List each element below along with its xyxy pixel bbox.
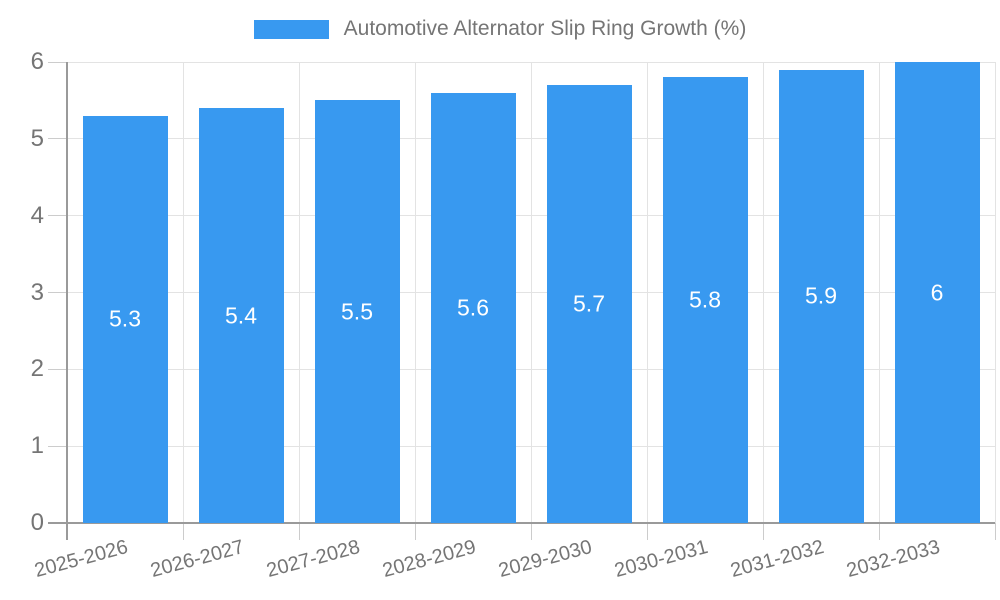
y-axis-tick — [48, 61, 67, 63]
x-tick-label: 2026-2027 — [148, 536, 247, 583]
x-axis-tick — [762, 523, 764, 540]
x-axis-tick — [414, 523, 416, 540]
bar[interactable] — [82, 115, 168, 523]
y-tick-label: 2 — [30, 355, 44, 383]
x-axis-tick — [530, 523, 532, 540]
x-axis-tick — [646, 523, 648, 540]
x-axis-line — [48, 522, 995, 524]
x-gridline — [414, 62, 416, 523]
bar[interactable] — [662, 77, 748, 523]
x-axis-tick — [298, 523, 300, 540]
x-tick-label: 2032-2033 — [844, 536, 943, 583]
bar-value-label: 5.7 — [573, 290, 605, 317]
x-tick-label: 2025-2026 — [32, 536, 131, 583]
x-tick-label: 2027-2028 — [264, 536, 363, 583]
x-tick-label: 2028-2029 — [380, 536, 479, 583]
x-gridline — [878, 62, 880, 523]
legend-item[interactable]: Automotive Alternator Slip Ring Growth (… — [0, 18, 1000, 40]
y-tick-label: 0 — [30, 509, 44, 536]
y-tick-label: 6 — [30, 48, 44, 75]
x-axis-tick — [994, 523, 996, 540]
x-gridline — [762, 62, 764, 523]
legend-swatch — [253, 19, 329, 39]
y-tick-label: 1 — [30, 432, 44, 460]
x-gridline — [530, 62, 532, 523]
bar[interactable] — [894, 62, 980, 523]
y-tick-label: 4 — [30, 201, 44, 229]
x-gridline — [646, 62, 648, 523]
bar-value-label: 5.5 — [341, 298, 373, 325]
bar[interactable] — [430, 92, 516, 523]
bar-value-label: 5.9 — [805, 282, 837, 309]
y-axis-tick — [48, 445, 67, 447]
bar-value-label: 5.6 — [457, 294, 489, 321]
x-gridline — [994, 62, 996, 523]
y-axis-line — [66, 62, 68, 540]
bar[interactable] — [314, 100, 400, 523]
y-axis-tick — [48, 292, 67, 293]
x-tick-label: 2029-2030 — [496, 536, 595, 583]
y-axis-tick — [48, 368, 67, 370]
bar[interactable] — [198, 108, 284, 523]
y-axis-tick — [48, 138, 67, 140]
x-gridline — [298, 62, 300, 523]
x-tick-label: 2030-2031 — [612, 536, 711, 583]
y-axis-tick — [48, 215, 67, 217]
x-axis-tick — [878, 523, 880, 540]
y-tick-label: 3 — [30, 278, 44, 306]
bar-value-label: 5.4 — [225, 302, 257, 329]
x-axis-tick — [182, 523, 184, 540]
bar[interactable] — [778, 69, 864, 523]
bar-value-label: 5.8 — [689, 286, 721, 313]
legend-label: Automotive Alternator Slip Ring Growth (… — [343, 17, 747, 40]
bar[interactable] — [546, 85, 632, 523]
bar-value-label: 6 — [930, 279, 944, 305]
y-tick-label: 5 — [30, 124, 44, 152]
x-tick-label: 2031-2032 — [728, 536, 827, 583]
x-gridline — [182, 62, 184, 523]
bar-value-label: 5.3 — [109, 305, 141, 332]
